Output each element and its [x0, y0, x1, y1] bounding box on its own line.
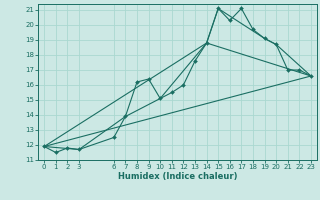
X-axis label: Humidex (Indice chaleur): Humidex (Indice chaleur): [118, 172, 237, 181]
